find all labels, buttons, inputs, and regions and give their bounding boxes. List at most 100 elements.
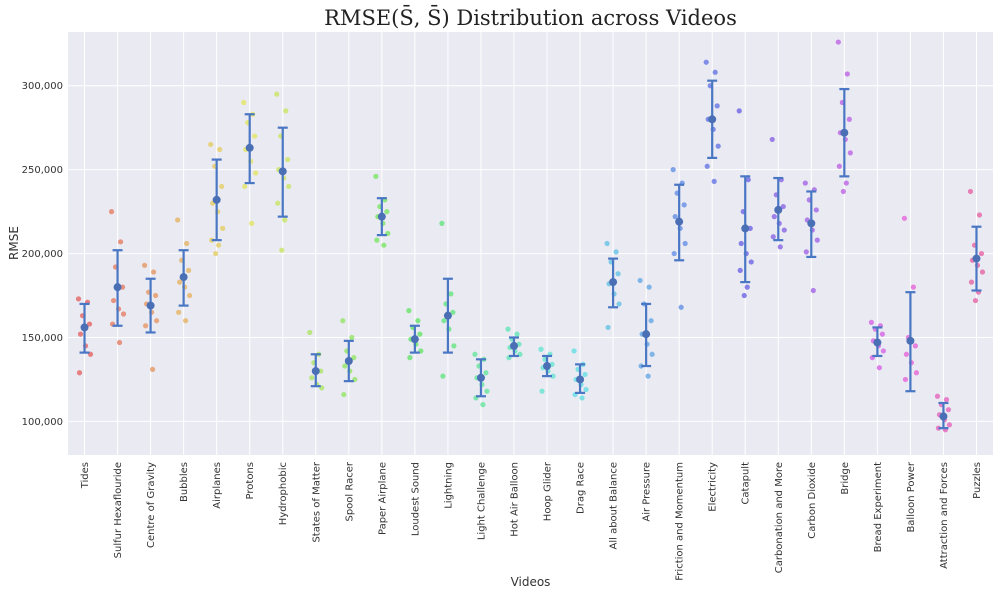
data-point	[150, 269, 157, 275]
chart-title: RMSE(S̄, S̄) Distribution across Videos	[324, 5, 737, 30]
data-point	[771, 214, 777, 220]
data-point	[539, 388, 545, 394]
x-tick-label: Electricity	[708, 462, 719, 512]
data-point	[184, 240, 190, 247]
data-point	[678, 304, 684, 310]
data-point	[76, 370, 83, 376]
x-tick-labels: Tides Sulfur Hexaflouride Centre of Gravit…	[80, 461, 983, 581]
y-tick-labels: 100,000 150,000 200,000 250,000 300,000	[22, 81, 63, 428]
data-point	[351, 355, 357, 361]
data-point	[781, 227, 787, 233]
x-tick-label: Air Pressure	[642, 462, 653, 522]
data-point	[451, 343, 457, 349]
data-point	[187, 292, 193, 299]
x-tick-label: Hot Air Balloon	[509, 462, 520, 537]
data-point	[579, 395, 585, 401]
data-point	[220, 225, 226, 231]
data-point	[844, 71, 850, 77]
data-point	[946, 422, 953, 428]
data-point	[613, 249, 619, 255]
x-tick-label: Hydrophobic	[278, 462, 289, 525]
data-point	[406, 308, 412, 314]
mean-marker	[509, 341, 518, 350]
x-tick-label: Carbon Dioxide	[807, 462, 818, 539]
data-point	[748, 259, 754, 265]
data-point	[341, 391, 347, 398]
data-point	[242, 183, 248, 190]
data-point	[810, 287, 816, 294]
mean-marker	[774, 205, 783, 214]
mean-marker	[972, 254, 981, 263]
data-point	[615, 271, 621, 277]
data-point	[769, 136, 775, 143]
data-point	[976, 212, 983, 218]
data-point	[737, 267, 743, 273]
data-point	[441, 318, 447, 324]
data-point	[177, 279, 183, 285]
mean-marker	[873, 338, 882, 347]
data-point	[912, 343, 919, 349]
x-tick-label: Loudest Sound	[410, 462, 421, 536]
data-point	[373, 173, 379, 179]
x-tick-label: Lightning	[443, 462, 454, 509]
data-point	[868, 319, 874, 325]
data-point	[703, 59, 709, 65]
data-point	[714, 103, 720, 109]
data-point	[846, 116, 852, 122]
data-point	[777, 244, 783, 250]
x-tick-label: Spool Racer	[344, 461, 355, 521]
x-tick-label: Puzzles	[972, 462, 983, 499]
data-point	[571, 348, 577, 354]
data-point	[672, 214, 678, 220]
x-tick-label: All about Balance	[609, 462, 620, 550]
y-axis-label: RMSE	[7, 226, 21, 260]
data-point	[901, 215, 908, 221]
data-point	[880, 348, 886, 354]
data-point	[384, 209, 390, 215]
x-tick-label: Tides	[80, 462, 91, 489]
data-point	[945, 407, 952, 413]
gridlines	[68, 32, 993, 455]
data-point	[141, 262, 148, 268]
data-point	[450, 309, 456, 315]
data-point	[381, 242, 387, 248]
data-point	[149, 366, 156, 372]
data-point	[978, 250, 985, 257]
mean-marker	[410, 335, 419, 344]
mean-marker	[642, 330, 651, 339]
data-point	[241, 99, 247, 106]
data-point	[671, 250, 677, 257]
data-point	[902, 376, 909, 383]
data-point	[879, 331, 885, 337]
data-point	[681, 202, 687, 208]
x-tick-label: Airplanes	[212, 462, 223, 509]
data-point	[417, 331, 423, 337]
x-tick-label: Light Challenge	[476, 462, 487, 540]
data-point	[309, 375, 315, 381]
data-point	[745, 177, 751, 183]
data-point	[252, 133, 258, 139]
x-tick-label: Catapult	[741, 462, 752, 505]
data-point	[648, 318, 654, 324]
data-point	[770, 234, 776, 240]
data-point	[77, 331, 84, 337]
data-point	[117, 239, 124, 245]
y-tick-label: 100,000	[22, 417, 63, 428]
data-point	[814, 237, 820, 243]
data-point	[249, 220, 255, 226]
mean-marker	[939, 412, 948, 421]
data-point	[972, 297, 979, 304]
x-tick-label: Balloon Power	[906, 461, 917, 532]
data-point	[670, 167, 676, 173]
mean-marker	[278, 167, 287, 176]
data-point	[605, 324, 611, 331]
data-point	[582, 371, 588, 378]
data-point	[283, 108, 289, 114]
mean-marker	[609, 278, 618, 287]
y-tick-label: 250,000	[22, 165, 63, 176]
data-point	[505, 326, 511, 332]
mean-marker	[576, 375, 585, 384]
data-point	[307, 329, 313, 336]
mean-marker	[311, 367, 320, 376]
data-point	[943, 397, 950, 403]
